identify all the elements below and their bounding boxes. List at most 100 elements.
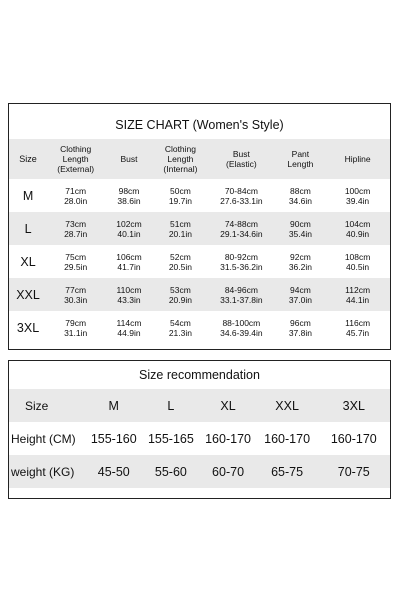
recommendation-header-row: Size M L XL XXL 3XL xyxy=(9,389,390,422)
column-header: XXL xyxy=(275,398,299,413)
cell-line: Bust xyxy=(232,149,250,159)
cell-line: 34.6-39.4in xyxy=(220,327,263,338)
recommendation-cell: 65-75 xyxy=(271,464,304,479)
recommendation-cell: 160-170 xyxy=(330,431,377,446)
table-row: L 73cm 28.7in 102cm 40.1in 51cm 20.1in 74-88cm 2… xyxy=(9,212,390,245)
measurement-cell: 71cm 28.0in xyxy=(47,179,104,212)
measurement-cell: 116cm 45.7in xyxy=(325,311,390,344)
cell-line: 28.0in xyxy=(64,195,88,206)
cell-line: 54cm xyxy=(170,317,191,328)
cell-line: Hipline xyxy=(344,154,371,164)
measurement-cell: 51cm 20.1in xyxy=(154,212,207,245)
cell-line: 20.1in xyxy=(168,228,192,239)
cell-line: Length xyxy=(167,154,194,164)
cell-line: 80-92cm xyxy=(224,251,258,262)
cell-line: 38.6in xyxy=(117,195,141,206)
measurement-cell: 75cm 29.5in xyxy=(47,245,104,278)
cell-line: 79cm xyxy=(65,317,87,328)
cell-line: 110cm xyxy=(116,284,142,295)
cell-line: 108cm xyxy=(344,251,371,262)
table-row: weight (KG) 45-50 55-60 60-70 65-75 70-75 xyxy=(9,455,390,488)
measurement-cell: 74-88cm 29.1-34.6in xyxy=(207,212,276,245)
recommendation-cell: 155-160 xyxy=(90,431,137,446)
cell-line: Clothing xyxy=(60,144,92,154)
cell-line: 90cm xyxy=(290,218,311,229)
column-header: 3XL xyxy=(342,398,365,413)
size-label: XL xyxy=(20,254,36,269)
cell-line: 116cm xyxy=(345,317,371,328)
cell-line: 50cm xyxy=(170,185,191,196)
cell-line: 31.1in xyxy=(64,327,88,338)
cell-line: 29.5in xyxy=(64,261,88,272)
cell-line: 40.9in xyxy=(346,228,370,239)
size-recommendation-panel: Size recommendation Size M L XL XXL 3XL Height… xyxy=(8,360,391,499)
cell-line: Clothing xyxy=(164,144,196,154)
size-recommendation-table: Size M L XL XXL 3XL Height (CM) 155-160 155-165 1… xyxy=(9,389,390,488)
measurement-cell: 79cm 31.1in xyxy=(47,311,104,344)
cell-line: 33.1-37.8in xyxy=(220,294,263,305)
cell-line: 84-96cm xyxy=(224,284,258,295)
cell-line: 114cm xyxy=(116,317,142,328)
size-chart-table: Size Clothing Length (External) Bust Clothing… xyxy=(9,139,390,344)
cell-line: 88-100cm xyxy=(222,317,261,328)
measurement-cell: 88-100cm 34.6-39.4in xyxy=(207,311,276,344)
cell-line: 98cm xyxy=(118,185,140,196)
cell-line: 88cm xyxy=(290,185,311,196)
column-header: Size xyxy=(25,398,49,413)
cell-line: 44.9in xyxy=(117,327,141,338)
column-header: L xyxy=(167,398,175,413)
recommendation-cell: 45-50 xyxy=(97,464,130,479)
size-label: 3XL xyxy=(16,320,40,335)
cell-line: 35.4in xyxy=(288,228,312,239)
size-chart-panel: SIZE CHART (Women's Style) Size Clothing L… xyxy=(8,103,391,350)
cell-line: 31.5-36.2in xyxy=(220,261,263,272)
measurement-cell: 112cm 44.1in xyxy=(325,278,390,311)
column-header: Size xyxy=(9,139,47,179)
column-header: Clothing Length (External) xyxy=(47,139,104,179)
measurement-cell: 104cm 40.9in xyxy=(325,212,390,245)
size-chart-header-row: Size Clothing Length (External) Bust Clothing… xyxy=(9,139,390,179)
cell-line: Length xyxy=(287,159,314,169)
measurement-cell: 108cm 40.5in xyxy=(325,245,390,278)
size-chart-title: SIZE CHART (Women's Style) xyxy=(115,118,284,132)
cell-line: 74-88cm xyxy=(224,218,258,229)
measurement-cell: 114cm 44.9in xyxy=(104,311,154,344)
measurement-cell: 53cm 20.9in xyxy=(154,278,207,311)
recommendation-cell: 160-170 xyxy=(205,431,251,446)
measurement-cell: 84-96cm 33.1-37.8in xyxy=(207,278,276,311)
measurement-cell: 70-84cm 27.6-33.1in xyxy=(207,179,276,212)
cell-line: 20.9in xyxy=(168,294,192,305)
size-recommendation-title: Size recommendation xyxy=(139,368,260,382)
cell-line: 96cm xyxy=(290,317,311,328)
cell-line: 40.5in xyxy=(346,261,370,272)
cell-line: 29.1-34.6in xyxy=(220,228,263,239)
measurement-cell: 52cm 20.5in xyxy=(154,245,207,278)
cell-line: 21.3in xyxy=(168,327,192,338)
cell-line: 112cm xyxy=(345,284,371,295)
cell-line: 37.0in xyxy=(288,294,312,305)
table-row: 3XL 79cm 31.1in 114cm 44.9in 54cm 21.3in 88-100… xyxy=(9,311,390,344)
cell-line: 44.1in xyxy=(346,294,370,305)
column-header: Bust (Elastic) xyxy=(207,139,276,179)
cell-line: (Internal) xyxy=(163,164,198,174)
cell-line: 104cm xyxy=(344,218,371,229)
measurement-cell: 92cm 36.2in xyxy=(276,245,326,278)
table-row: Height (CM) 155-160 155-165 160-170 160-170 1… xyxy=(9,422,390,455)
cell-line: Bust xyxy=(120,154,138,164)
row-label: Height (CM) xyxy=(11,431,76,446)
measurement-cell: 106cm 41.7in xyxy=(104,245,154,278)
cell-line: 28.7in xyxy=(64,228,88,239)
size-label: XXL xyxy=(16,287,40,302)
measurement-cell: 110cm 43.3in xyxy=(104,278,154,311)
column-header: Pant Length xyxy=(276,139,326,179)
column-header: Bust xyxy=(104,139,154,179)
measurement-cell: 98cm 38.6in xyxy=(104,179,154,212)
column-header: XL xyxy=(220,398,236,413)
table-row: M 71cm 28.0in 98cm 38.6in 50cm 19.7in 70-84cm 27… xyxy=(9,179,390,212)
cell-line: 100cm xyxy=(344,185,371,196)
measurement-cell: 94cm 37.0in xyxy=(276,278,326,311)
measurement-cell: 102cm 40.1in xyxy=(104,212,154,245)
measurement-cell: 80-92cm 31.5-36.2in xyxy=(207,245,276,278)
cell-line: 73cm xyxy=(65,218,87,229)
cell-line: 53cm xyxy=(170,284,191,295)
